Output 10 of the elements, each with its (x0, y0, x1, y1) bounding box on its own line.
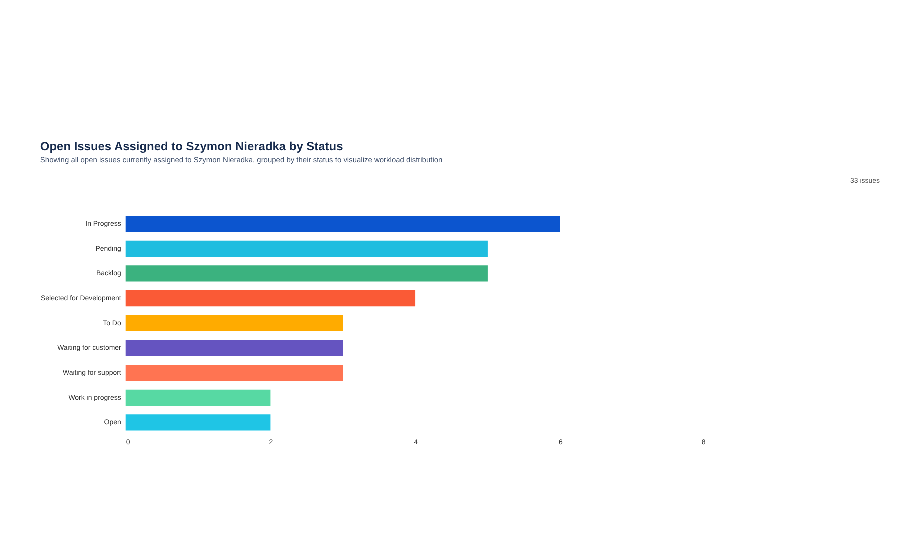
bar (126, 414, 271, 431)
bar (126, 390, 271, 406)
bar (126, 216, 560, 232)
chart-title: Open Issues Assigned to Szymon Nieradka by Status (40, 140, 344, 154)
bar (126, 315, 344, 332)
bar (126, 340, 344, 356)
bar (126, 266, 488, 282)
bar (126, 364, 344, 382)
bar (126, 240, 488, 257)
bar (126, 290, 416, 307)
